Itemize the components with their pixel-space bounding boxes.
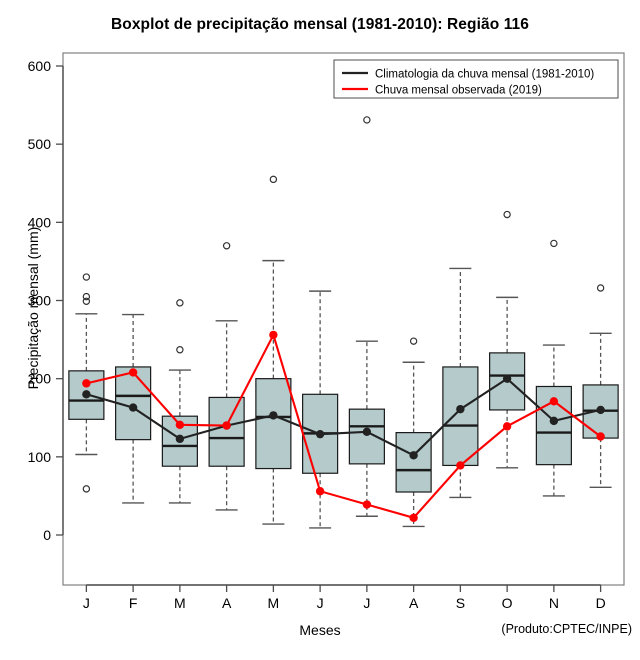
x-axis-tick-label: F xyxy=(129,595,138,611)
y-axis-tick-label: 200 xyxy=(28,371,52,387)
climatology-point xyxy=(549,416,559,426)
climatology-point xyxy=(456,404,465,414)
x-axis-tick-label: D xyxy=(596,595,606,611)
climatology-point xyxy=(409,451,418,460)
observed-point xyxy=(82,379,91,388)
observed-point xyxy=(362,500,372,509)
x-axis-tick-label: A xyxy=(222,595,232,611)
climatology-point xyxy=(269,411,278,420)
climatology-line xyxy=(86,377,601,457)
climatology-point xyxy=(128,403,138,412)
outlier-point xyxy=(409,337,418,345)
observed-line xyxy=(86,332,602,519)
y-axis-tick-label: 400 xyxy=(28,214,52,230)
box-iqr xyxy=(208,396,245,467)
outlier-point xyxy=(363,116,371,124)
x-axis-tick-label: M xyxy=(174,595,186,611)
y-axis-tick-label: 100 xyxy=(28,449,52,465)
x-axis-tick-label: A xyxy=(409,595,419,611)
x-axis-tick-label: S xyxy=(456,595,465,611)
outlier-point xyxy=(222,242,231,250)
chart-title: Boxplot de precipitação mensal (1981-201… xyxy=(110,16,530,33)
climatology-point xyxy=(175,434,185,444)
box-iqr xyxy=(348,408,385,465)
box-iqr xyxy=(115,366,152,441)
outlier-point xyxy=(82,292,91,301)
legend-label: Climatologia da chuva mensal (1981-2010) xyxy=(375,69,594,81)
observed-point xyxy=(409,513,418,523)
x-axis-tick-label: J xyxy=(317,595,324,611)
climatology-point xyxy=(315,429,325,439)
observed-point xyxy=(315,487,325,496)
observed-point xyxy=(269,330,278,340)
outlier-point xyxy=(503,210,511,219)
observed-point xyxy=(456,461,465,470)
y-axis-tick-label: 0 xyxy=(43,527,51,543)
x-axis-tick-label: N xyxy=(549,595,559,611)
x-axis-tick-label: M xyxy=(268,595,280,611)
y-axis-tick-label: 300 xyxy=(28,292,52,308)
plot-frame xyxy=(62,52,625,586)
legend-label: Chuva mensal observada (2019) xyxy=(375,85,542,97)
x-axis-label: Meses xyxy=(299,622,341,638)
x-axis-tick-label: O xyxy=(502,595,513,611)
outlier-point xyxy=(176,299,184,307)
outlier-point xyxy=(550,239,558,248)
box-iqr xyxy=(489,352,526,411)
outlier-point xyxy=(82,273,91,281)
climatology-point xyxy=(82,390,91,399)
outlier-point xyxy=(269,175,278,184)
x-axis-tick-label: J xyxy=(83,595,90,611)
box-iqr xyxy=(442,366,479,467)
outlier-point xyxy=(82,297,91,305)
observed-point xyxy=(549,397,559,406)
climatology-point xyxy=(502,374,512,383)
y-axis-tick-label: 600 xyxy=(28,58,52,74)
produto-footnote: (Produto:CPTEC/INPE) xyxy=(501,622,632,636)
climatology-point xyxy=(362,427,372,437)
legend-box xyxy=(333,59,619,99)
y-axis-tick-label: 500 xyxy=(28,136,52,152)
outlier-point xyxy=(596,284,605,292)
observed-point xyxy=(222,421,231,430)
climatology-point xyxy=(596,405,605,415)
observed-point xyxy=(175,420,185,429)
x-axis-tick-label: J xyxy=(363,595,370,611)
observed-point xyxy=(128,368,138,377)
box-iqr xyxy=(395,432,432,493)
outlier-point xyxy=(176,346,184,354)
observed-point xyxy=(596,432,605,441)
outlier-point xyxy=(82,485,91,493)
observed-point xyxy=(502,422,512,431)
box-iqr xyxy=(255,378,292,470)
